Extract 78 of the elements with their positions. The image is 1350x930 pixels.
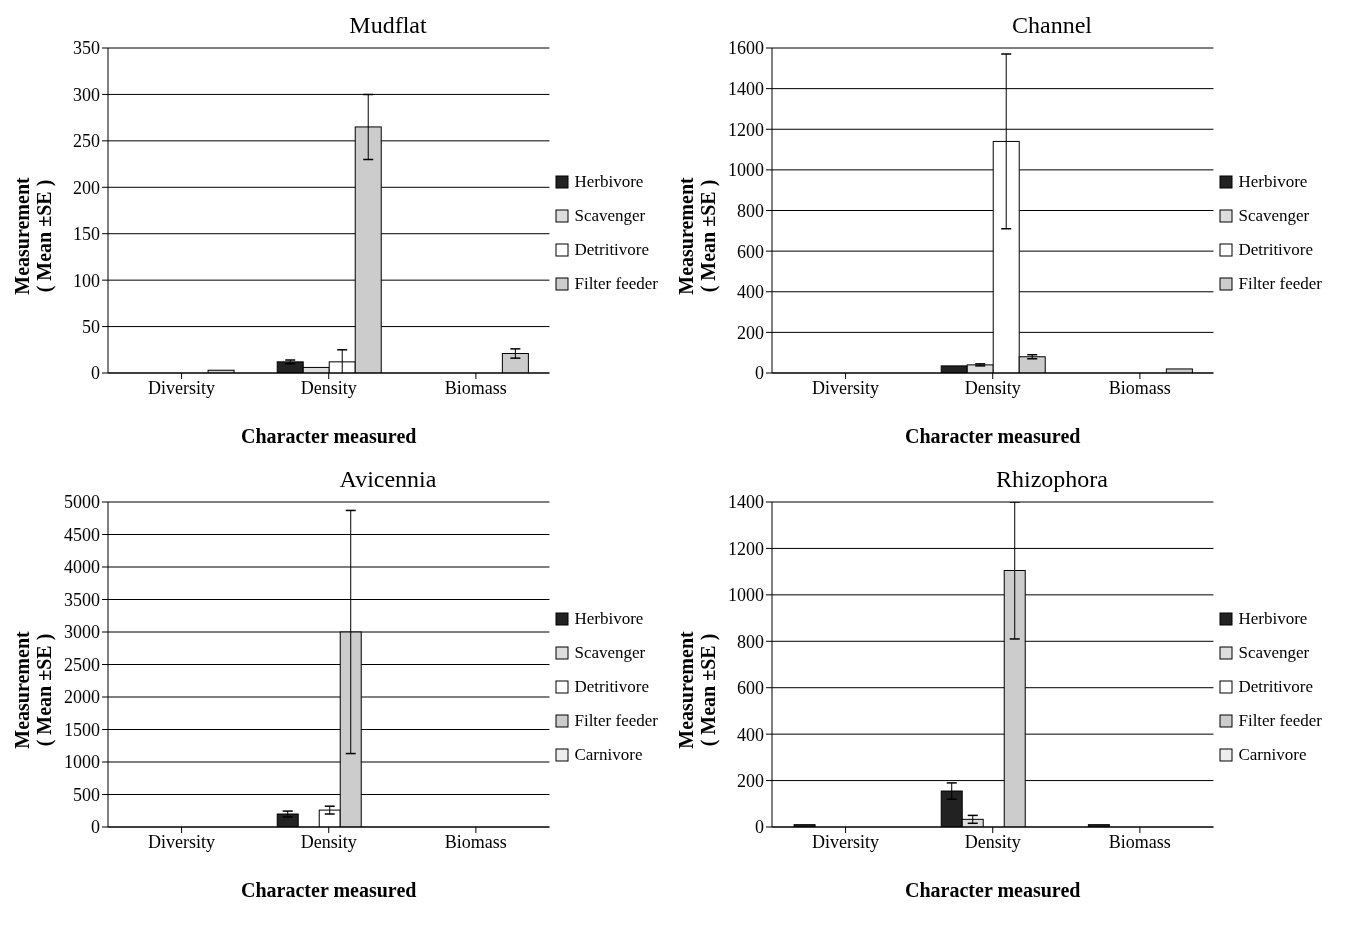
x-tick-label: Diversity [812, 831, 880, 852]
y-tick-label: 500 [73, 784, 100, 805]
legend-label: Scavenger [574, 206, 646, 226]
y-tick-label: 2000 [64, 687, 100, 708]
y-tick-label: 2500 [64, 654, 100, 675]
y-tick-label: 800 [737, 631, 764, 652]
y-axis-title: Measurement ( Mean ±SE ) [675, 630, 719, 749]
legend-label: Herbivore [574, 172, 644, 192]
chart-title: Rhizophora [995, 466, 1109, 493]
legend-label: Filter feeder [1238, 274, 1322, 294]
y-tick-label: 600 [737, 241, 764, 262]
y-tick-label: 100 [73, 270, 100, 291]
legend-label: Detritivore [574, 677, 650, 697]
y-tick-label: 1400 [728, 79, 764, 100]
y-tick-label: 3500 [64, 589, 100, 610]
legend-label: Carnivore [574, 745, 643, 765]
y-tick-label: 1000 [64, 752, 100, 773]
chart-title: Avicennia [338, 466, 438, 493]
legend-label: Detritivore [1238, 240, 1314, 260]
x-axis-title: Character measured [905, 879, 1081, 901]
chart-title: Mudflat [348, 12, 428, 39]
x-tick-label: Diversity [148, 831, 216, 852]
y-tick-label: 1200 [728, 119, 764, 140]
legend-label: Filter feeder [574, 274, 658, 294]
y-tick-label: 600 [737, 678, 764, 699]
y-tick-label: 50 [82, 316, 100, 337]
legend-label: Detritivore [574, 240, 650, 260]
x-axis-title: Character measured [905, 425, 1081, 447]
x-tick-label: Density [300, 377, 357, 398]
x-axis-title: Character measured [241, 879, 417, 901]
x-tick-label: Density [300, 831, 357, 852]
x-tick-label: Biomass [1108, 377, 1171, 398]
x-tick-label: Biomass [1108, 831, 1171, 852]
x-tick-label: Diversity [148, 377, 216, 398]
y-tick-label: 1200 [728, 538, 764, 559]
y-tick-label: 1400 [728, 492, 764, 513]
legend-label: Filter feeder [574, 711, 658, 731]
legend-label: Herbivore [574, 609, 644, 629]
y-axis-title: Measurement ( Mean ±SE ) [11, 630, 55, 749]
y-tick-label: 250 [73, 131, 100, 152]
x-tick-label: Diversity [812, 377, 880, 398]
y-tick-label: 0 [91, 817, 100, 838]
y-tick-label: 1500 [64, 719, 100, 740]
legend-label: Herbivore [1238, 172, 1308, 192]
y-axis-title: Measurement ( Mean ±SE ) [11, 176, 55, 295]
y-tick-label: 150 [73, 224, 100, 245]
legend-label: Scavenger [1238, 206, 1310, 226]
y-tick-label: 200 [737, 322, 764, 343]
y-tick-label: 200 [73, 177, 100, 198]
legend-label: Scavenger [1238, 643, 1310, 663]
y-tick-label: 350 [73, 38, 100, 59]
y-tick-label: 0 [755, 817, 764, 838]
y-tick-label: 300 [73, 84, 100, 105]
legend-label: Scavenger [574, 643, 646, 663]
x-tick-label: Biomass [444, 831, 507, 852]
y-tick-label: 1000 [728, 585, 764, 606]
y-tick-label: 4500 [64, 524, 100, 545]
y-tick-label: 400 [737, 724, 764, 745]
y-tick-label: 4000 [64, 557, 100, 578]
x-axis-title: Character measured [241, 425, 417, 447]
x-tick-label: Biomass [444, 377, 507, 398]
y-tick-label: 3000 [64, 622, 100, 643]
x-tick-label: Density [964, 377, 1021, 398]
y-tick-label: 400 [737, 282, 764, 303]
legend-label: Filter feeder [1238, 711, 1322, 731]
y-tick-label: 0 [91, 363, 100, 384]
chart-title: Channel [1011, 12, 1093, 39]
x-tick-label: Density [964, 831, 1021, 852]
y-tick-label: 800 [737, 200, 764, 221]
legend-label: Detritivore [1238, 677, 1314, 697]
y-tick-label: 200 [737, 770, 764, 791]
y-tick-label: 5000 [64, 492, 100, 513]
y-tick-label: 0 [755, 363, 764, 384]
y-tick-label: 1000 [728, 160, 764, 181]
y-axis-title: Measurement ( Mean ±SE ) [675, 176, 719, 295]
legend-label: Carnivore [1238, 745, 1307, 765]
legend-label: Herbivore [1238, 609, 1308, 629]
y-tick-label: 1600 [728, 38, 764, 59]
